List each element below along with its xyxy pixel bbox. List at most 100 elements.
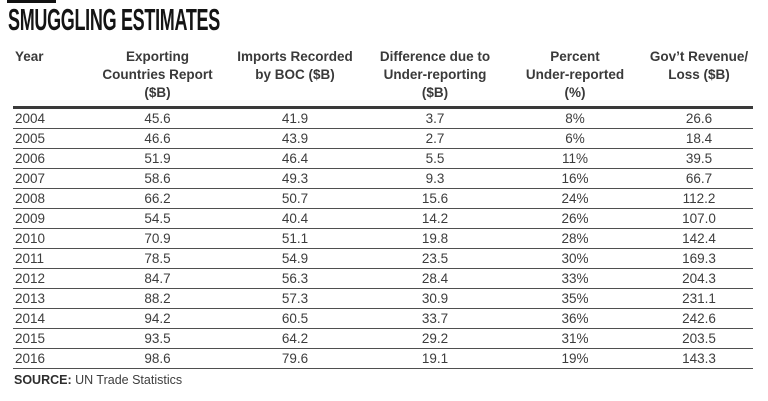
value-cell: 54.5 bbox=[90, 208, 225, 229]
value-cell: 6% bbox=[505, 128, 645, 149]
value-cell: 143.3 bbox=[645, 348, 753, 369]
year-cell: 2014 bbox=[13, 308, 90, 329]
table-row: 2007 58.6 49.3 9.3 16% 66.7 bbox=[13, 168, 753, 189]
cropped-graphic-artifact bbox=[7, 0, 56, 3]
source-label: SOURCE: bbox=[14, 373, 72, 387]
table-row: 2012 84.7 56.3 28.4 33% 204.3 bbox=[13, 268, 753, 289]
value-cell: 43.9 bbox=[225, 128, 365, 149]
value-cell: 18.4 bbox=[645, 128, 753, 149]
value-cell: 19% bbox=[505, 348, 645, 369]
value-cell: 28.4 bbox=[365, 268, 505, 289]
value-cell: 39.5 bbox=[645, 148, 753, 169]
year-cell: 2006 bbox=[13, 148, 90, 169]
value-cell: 203.5 bbox=[645, 328, 753, 349]
table-row: 2009 54.5 40.4 14.2 26% 107.0 bbox=[13, 208, 753, 229]
value-cell: 54.9 bbox=[225, 248, 365, 269]
value-cell: 51.9 bbox=[90, 148, 225, 169]
column-header-difference-under-reporting: Difference due to Under-reporting ($B) bbox=[365, 47, 505, 108]
year-cell: 2008 bbox=[13, 188, 90, 209]
value-cell: 49.3 bbox=[225, 168, 365, 189]
value-cell: 78.5 bbox=[90, 248, 225, 269]
column-header-imports-recorded-by-boc: Imports Recorded by BOC ($B) bbox=[225, 47, 365, 108]
table-row: 2010 70.9 51.1 19.8 28% 142.4 bbox=[13, 228, 753, 249]
year-cell: 2004 bbox=[13, 106, 90, 129]
value-cell: 50.7 bbox=[225, 188, 365, 209]
value-cell: 19.8 bbox=[365, 228, 505, 249]
value-cell: 33.7 bbox=[365, 308, 505, 329]
smuggling-estimates-table: Year Exporting Countries Report ($B) Imports… bbox=[13, 47, 753, 369]
page-title: SMUGGLING ESTIMATES bbox=[8, 2, 220, 37]
value-cell: 3.7 bbox=[365, 106, 505, 129]
year-cell: 2016 bbox=[13, 348, 90, 369]
year-cell: 2010 bbox=[13, 228, 90, 249]
value-cell: 14.2 bbox=[365, 208, 505, 229]
value-cell: 66.7 bbox=[645, 168, 753, 189]
value-cell: 19.1 bbox=[365, 348, 505, 369]
year-cell: 2012 bbox=[13, 268, 90, 289]
year-cell: 2015 bbox=[13, 328, 90, 349]
year-cell: 2013 bbox=[13, 288, 90, 309]
value-cell: 28% bbox=[505, 228, 645, 249]
value-cell: 112.2 bbox=[645, 188, 753, 209]
value-cell: 30.9 bbox=[365, 288, 505, 309]
value-cell: 11% bbox=[505, 148, 645, 169]
value-cell: 94.2 bbox=[90, 308, 225, 329]
year-cell: 2005 bbox=[13, 128, 90, 149]
value-cell: 5.5 bbox=[365, 148, 505, 169]
table-row: 2011 78.5 54.9 23.5 30% 169.3 bbox=[13, 248, 753, 269]
value-cell: 107.0 bbox=[645, 208, 753, 229]
table-row: 2013 88.2 57.3 30.9 35% 231.1 bbox=[13, 288, 753, 309]
value-cell: 30% bbox=[505, 248, 645, 269]
table-row: 2005 46.6 43.9 2.7 6% 18.4 bbox=[13, 128, 753, 149]
value-cell: 35% bbox=[505, 288, 645, 309]
year-cell: 2009 bbox=[13, 208, 90, 229]
year-cell: 2007 bbox=[13, 168, 90, 189]
value-cell: 26.6 bbox=[645, 106, 753, 129]
table-row: 2006 51.9 46.4 5.5 11% 39.5 bbox=[13, 148, 753, 169]
value-cell: 64.2 bbox=[225, 328, 365, 349]
value-cell: 9.3 bbox=[365, 168, 505, 189]
value-cell: 142.4 bbox=[645, 228, 753, 249]
table-row: 2014 94.2 60.5 33.7 36% 242.6 bbox=[13, 308, 753, 329]
value-cell: 41.9 bbox=[225, 106, 365, 129]
column-header-percent-under-reported: Percent Under-reported (%) bbox=[505, 47, 645, 108]
column-header-govt-revenue-loss: Gov’t Revenue/Loss ($B) bbox=[645, 47, 753, 108]
value-cell: 45.6 bbox=[90, 106, 225, 129]
year-cell: 2011 bbox=[13, 248, 90, 269]
value-cell: 84.7 bbox=[90, 268, 225, 289]
table-row: 2015 93.5 64.2 29.2 31% 203.5 bbox=[13, 328, 753, 349]
value-cell: 2.7 bbox=[365, 128, 505, 149]
value-cell: 16% bbox=[505, 168, 645, 189]
value-cell: 26% bbox=[505, 208, 645, 229]
value-cell: 23.5 bbox=[365, 248, 505, 269]
value-cell: 66.2 bbox=[90, 188, 225, 209]
column-header-exporting-countries-report: Exporting Countries Report ($B) bbox=[90, 47, 225, 108]
value-cell: 98.6 bbox=[90, 348, 225, 369]
table-row: 2004 45.6 41.9 3.7 8% 26.6 bbox=[13, 106, 753, 129]
value-cell: 46.4 bbox=[225, 148, 365, 169]
value-cell: 79.6 bbox=[225, 348, 365, 369]
value-cell: 40.4 bbox=[225, 208, 365, 229]
value-cell: 24% bbox=[505, 188, 645, 209]
value-cell: 58.6 bbox=[90, 168, 225, 189]
value-cell: 88.2 bbox=[90, 288, 225, 309]
value-cell: 46.6 bbox=[90, 128, 225, 149]
table-row: 2016 98.6 79.6 19.1 19% 143.3 bbox=[13, 348, 753, 369]
value-cell: 56.3 bbox=[225, 268, 365, 289]
value-cell: 169.3 bbox=[645, 248, 753, 269]
value-cell: 29.2 bbox=[365, 328, 505, 349]
value-cell: 36% bbox=[505, 308, 645, 329]
value-cell: 57.3 bbox=[225, 288, 365, 309]
table-row: 2008 66.2 50.7 15.6 24% 112.2 bbox=[13, 188, 753, 209]
value-cell: 8% bbox=[505, 106, 645, 129]
value-cell: 15.6 bbox=[365, 188, 505, 209]
source-note: SOURCE: UN Trade Statistics bbox=[14, 373, 182, 387]
value-cell: 60.5 bbox=[225, 308, 365, 329]
value-cell: 70.9 bbox=[90, 228, 225, 249]
value-cell: 33% bbox=[505, 268, 645, 289]
value-cell: 31% bbox=[505, 328, 645, 349]
value-cell: 242.6 bbox=[645, 308, 753, 329]
value-cell: 51.1 bbox=[225, 228, 365, 249]
value-cell: 204.3 bbox=[645, 268, 753, 289]
source-text: UN Trade Statistics bbox=[71, 373, 183, 387]
